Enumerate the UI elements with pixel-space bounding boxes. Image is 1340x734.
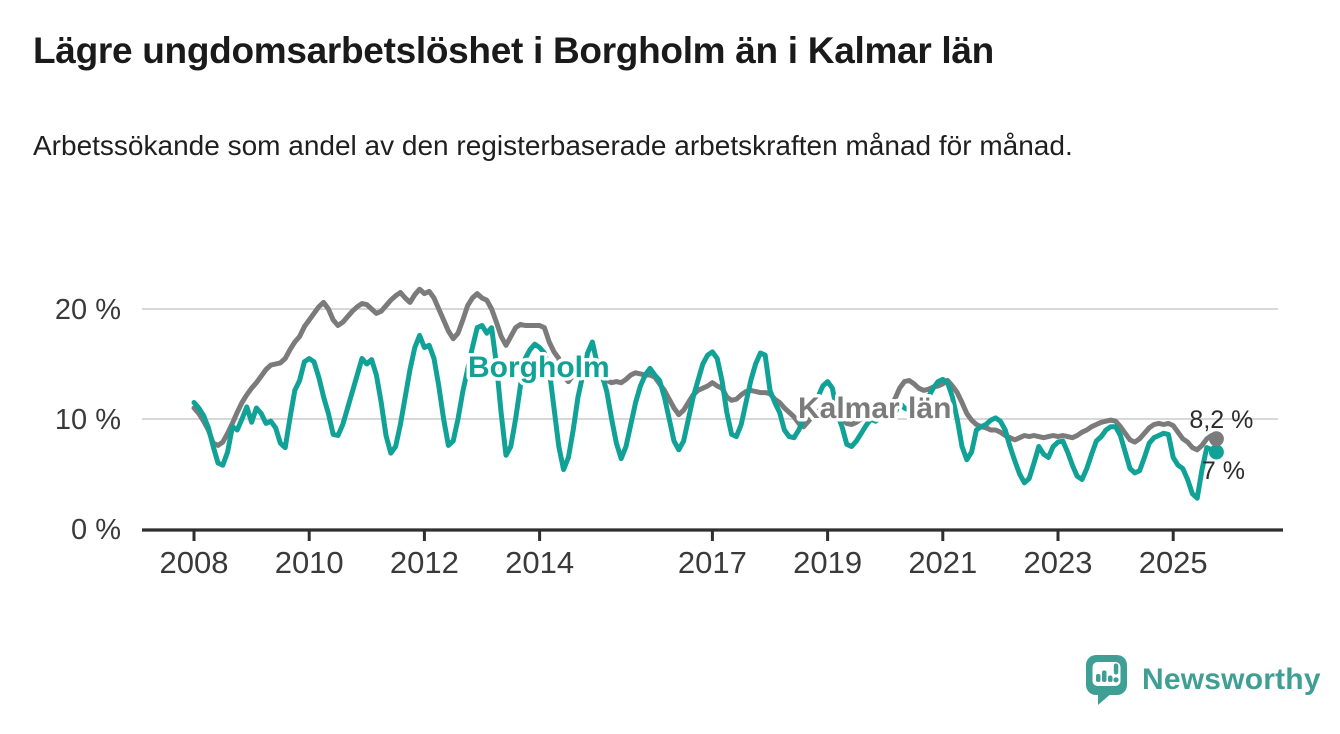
newsworthy-wordmark: Newsworthy xyxy=(1142,663,1321,696)
y-tick-label: 10 % xyxy=(55,404,121,436)
page-title: Lägre ungdomsarbetslöshet i Borgholm än … xyxy=(33,30,994,71)
borgholm-line xyxy=(191,323,1219,501)
bar-chart-speech-bubble-icon xyxy=(1086,655,1127,705)
borgholm-series-label: Borgholm xyxy=(468,351,610,384)
x-tick-label: 2010 xyxy=(275,545,344,580)
chart-subtitle: Arbetssökande som andel av den registerb… xyxy=(33,130,1073,161)
x-tick-label: 2008 xyxy=(160,545,229,580)
x-tick-label: 2023 xyxy=(1024,545,1093,580)
x-tick-label: 2014 xyxy=(505,545,574,580)
newsworthy-logo: Newsworthy xyxy=(1085,654,1321,706)
series-end-dot xyxy=(1208,431,1224,447)
kalmar-lan-line xyxy=(191,286,1219,453)
x-tick-label: 2012 xyxy=(390,545,459,580)
series-end-value-label: 8,2 % xyxy=(1189,406,1253,434)
x-tick-label: 2025 xyxy=(1139,545,1208,580)
x-tick-label: 2019 xyxy=(793,545,862,580)
kalmar-lan-series-label: Kalmar län xyxy=(798,392,951,425)
x-tick-label: 2017 xyxy=(678,545,747,580)
series-end-dot xyxy=(1208,444,1224,460)
series-end-value-label: 7 % xyxy=(1202,457,1245,485)
x-tick-label: 2021 xyxy=(908,545,977,580)
y-tick-label: 0 % xyxy=(71,514,121,546)
y-tick-label: 20 % xyxy=(55,294,121,326)
